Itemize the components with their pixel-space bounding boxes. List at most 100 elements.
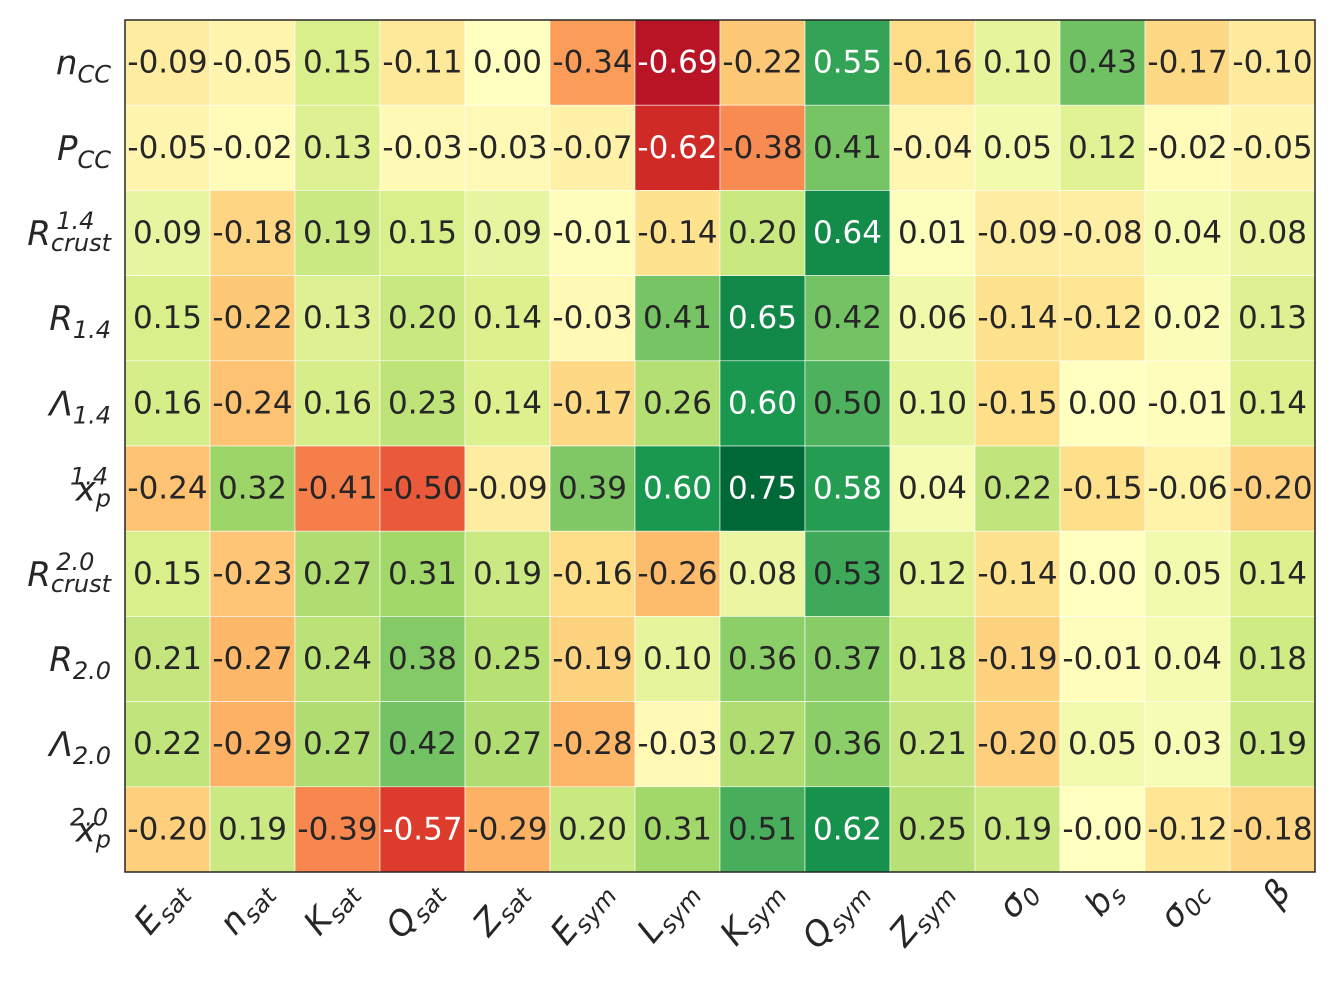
cell-value-label: -0.02 <box>1147 130 1227 166</box>
heatmap-cell <box>889 360 976 447</box>
cell-value-label: 0.09 <box>133 215 202 251</box>
column-label: Zsym <box>881 872 963 957</box>
heatmap-cell <box>294 445 381 532</box>
cell-value-label: 0.27 <box>728 726 797 762</box>
heatmap-cell-labels: -0.09 -0.05 0.15 -0.11 0.00 -0.34 -0.69 -0.22 0.… <box>127 45 1312 848</box>
heatmap-cell <box>549 701 636 788</box>
heatmap-cell <box>719 616 806 702</box>
cell-value-label: 0.13 <box>1238 300 1307 336</box>
heatmap-cell <box>634 445 721 532</box>
heatmap-cell <box>974 786 1061 873</box>
cell-value-label: -0.07 <box>552 130 632 166</box>
heatmap-cell <box>294 104 381 191</box>
heatmap-cell <box>634 701 721 788</box>
heatmap-cell <box>124 530 211 617</box>
cell-value-label: 0.36 <box>728 641 797 677</box>
heatmap-cell <box>889 19 976 106</box>
cell-value-label: -0.03 <box>552 300 632 336</box>
heatmap-cell <box>719 360 806 447</box>
heatmap-cell <box>124 190 211 276</box>
column-label: nsat <box>211 871 283 945</box>
cell-value-label: 0.23 <box>388 385 457 421</box>
column-label: Esat <box>126 871 198 945</box>
cell-value-label: -0.08 <box>1062 215 1142 251</box>
cell-value-label: -0.62 <box>637 130 717 166</box>
cell-value-label: -0.41 <box>297 471 377 507</box>
cell-value-label: -0.01 <box>1062 641 1142 677</box>
heatmap-cell <box>209 530 296 617</box>
heatmap-cell <box>209 445 296 532</box>
cell-value-label: 0.10 <box>898 385 967 421</box>
heatmap-cell <box>549 360 636 447</box>
cell-value-label: 0.16 <box>303 385 372 421</box>
heatmap-cell <box>1144 360 1231 447</box>
cell-value-label: 0.02 <box>1153 300 1222 336</box>
heatmap-cell <box>1059 275 1146 362</box>
cell-value-label: -0.24 <box>127 471 207 507</box>
cell-value-label: -0.09 <box>127 45 207 81</box>
cell-value-label: 0.60 <box>643 471 712 507</box>
heatmap-cell <box>124 786 211 873</box>
heatmap-cell <box>1059 445 1146 532</box>
cell-value-label: 0.19 <box>218 811 287 847</box>
row-label-superscript: 1.4 <box>56 207 94 235</box>
heatmap-cell <box>1059 786 1146 873</box>
heatmap-cell <box>294 701 381 788</box>
cell-value-label: -0.03 <box>382 130 462 166</box>
cell-value-label: -0.05 <box>1232 130 1312 166</box>
heatmap-cell <box>1059 616 1146 702</box>
cell-value-label: 0.05 <box>1153 556 1222 592</box>
heatmap-cell <box>974 530 1061 617</box>
cell-value-label: 0.05 <box>1068 726 1137 762</box>
cell-value-label: -0.24 <box>212 385 292 421</box>
heatmap-cell <box>719 701 806 788</box>
cell-value-label: -0.22 <box>722 45 802 81</box>
heatmap-cell <box>1229 530 1316 617</box>
cell-value-label: -0.69 <box>637 45 717 81</box>
heatmap-cell <box>209 19 296 106</box>
heatmap-cell <box>1144 275 1231 362</box>
heatmap-cell <box>1229 360 1316 447</box>
cell-value-label: -0.17 <box>552 385 632 421</box>
cell-value-label: 0.05 <box>983 130 1052 166</box>
cell-value-label: -0.20 <box>977 726 1057 762</box>
heatmap-cell <box>464 104 551 191</box>
cell-value-label: -0.27 <box>212 641 292 677</box>
heatmap-cell <box>124 104 211 191</box>
cell-value-label: 0.22 <box>983 471 1052 507</box>
cell-value-label: -0.05 <box>212 45 292 81</box>
cell-value-label: -0.14 <box>977 556 1057 592</box>
cell-value-label: -0.50 <box>382 471 462 507</box>
heatmap-cell <box>379 786 466 873</box>
cell-value-label: 0.41 <box>813 130 882 166</box>
plot-frame <box>124 19 1316 873</box>
cell-value-label: 0.19 <box>303 215 372 251</box>
cell-value-label: 0.21 <box>133 641 202 677</box>
cell-value-label: 0.43 <box>1068 45 1137 81</box>
cell-value-label: -0.14 <box>637 215 717 251</box>
heatmap-cell <box>804 701 891 788</box>
row-label: R2.0 <box>49 640 111 685</box>
cell-value-label: 0.36 <box>813 726 882 762</box>
heatmap-cell <box>464 786 551 873</box>
heatmap-cell <box>1229 104 1316 191</box>
heatmap-cell <box>379 19 466 106</box>
cell-value-label: 0.13 <box>303 130 372 166</box>
heatmap-cell <box>1229 190 1316 276</box>
cell-value-label: 0.27 <box>303 726 372 762</box>
cell-value-label: -0.01 <box>552 215 632 251</box>
cell-value-label: 0.55 <box>813 45 882 81</box>
cell-value-label: 0.14 <box>473 300 542 336</box>
heatmap-cell <box>209 275 296 362</box>
y-axis-tick-labels: nCCPCCRcrust1.4R1.4Λ1.4xp1.4Rcrust2.0R2.… <box>27 44 112 854</box>
heatmap-cell <box>379 616 466 702</box>
heatmap-cell <box>294 786 381 873</box>
cell-value-label: 0.19 <box>983 811 1052 847</box>
heatmap-cell <box>719 530 806 617</box>
cell-value-label: 0.20 <box>388 300 457 336</box>
cell-value-label: 0.26 <box>643 385 712 421</box>
heatmap-cell <box>1144 786 1231 873</box>
cell-value-label: 0.03 <box>1153 726 1222 762</box>
cell-value-label: 0.09 <box>473 215 542 251</box>
heatmap-cell <box>1144 530 1231 617</box>
